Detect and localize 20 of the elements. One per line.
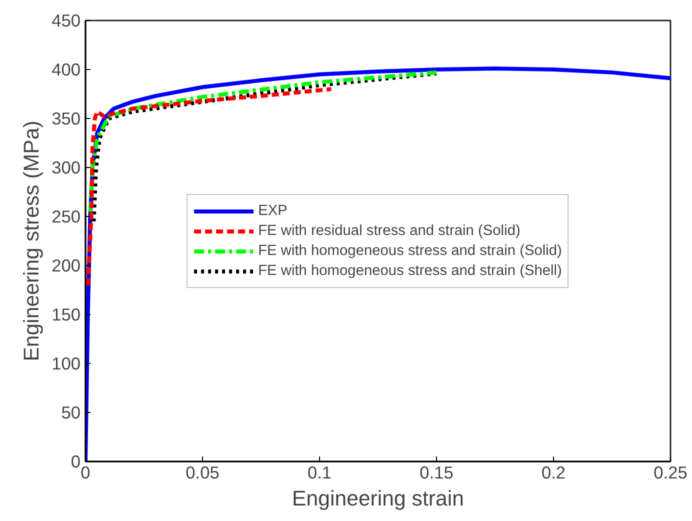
x-tick-label: 0.2 <box>541 462 566 482</box>
y-tick-label: 150 <box>52 304 81 324</box>
y-tick-label: 300 <box>52 158 81 178</box>
y-tick-label: 200 <box>52 256 81 276</box>
x-tick-label: 0.15 <box>420 462 454 482</box>
y-tick-label: 350 <box>52 108 81 128</box>
y-axis-title: Engineering stress (MPa) <box>20 120 44 362</box>
x-axis-title: Engineering strain <box>292 486 464 510</box>
y-tick-label: 400 <box>52 60 81 80</box>
y-tick-label: 100 <box>52 354 81 374</box>
y-tick-label: 450 <box>52 10 81 30</box>
legend-label: FE with homogeneous stress and strain (Shell) <box>258 262 562 278</box>
y-tick-label: 50 <box>61 402 81 422</box>
y-tick-label: 250 <box>52 206 81 226</box>
x-tick-label: 0.1 <box>307 462 332 482</box>
x-tick-label: 0.05 <box>186 462 220 482</box>
legend-label: FE with residual stress and strain (Solid) <box>258 222 520 238</box>
x-tick-label: 0.25 <box>654 462 688 482</box>
legend-label: FE with homogeneous stress and strain (Solid) <box>258 242 562 258</box>
legend-label: EXP <box>258 202 288 218</box>
